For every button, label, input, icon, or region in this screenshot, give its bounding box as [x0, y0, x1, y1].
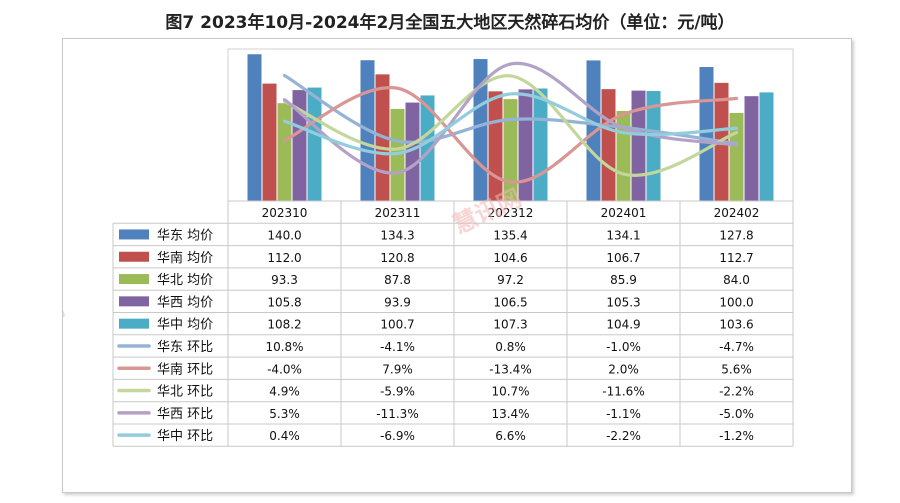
table-cell: -5.9%	[380, 385, 415, 399]
table-cell: 10.8%	[265, 340, 303, 354]
table-cell: 100.0	[719, 295, 753, 309]
bar-1-202312	[473, 59, 488, 201]
table-cell: 4.9%	[269, 385, 300, 399]
legend-label-line-2: 华南 环比	[157, 361, 213, 377]
table-cell: -4.0%	[267, 362, 302, 376]
table-cell: -4.1%	[380, 340, 415, 354]
table-cell: 107.3	[493, 318, 527, 332]
line-series-group	[282, 61, 739, 184]
table-cell: 2.0%	[608, 362, 639, 376]
table-cell: 5.6%	[721, 362, 752, 376]
legend-label-line-5: 华中 环比	[157, 429, 213, 444]
table-cell: 127.8	[719, 228, 753, 242]
table-cell: 104.9	[606, 318, 640, 332]
bar-2-202312	[488, 91, 503, 201]
bar-2-202310	[262, 83, 277, 201]
table-cell: -4.7%	[719, 340, 754, 354]
table-cell: -11.6%	[602, 385, 644, 399]
bar-3-202310	[277, 103, 292, 201]
table-cell: 6.6%	[495, 429, 526, 443]
legend-label-bar-4: 华西 均价	[157, 295, 213, 310]
table-cell: -13.4%	[489, 362, 531, 376]
table-cell: 106.7	[606, 251, 640, 265]
legend-swatch-bar-3	[119, 274, 149, 285]
bar-3-202402	[729, 112, 744, 201]
bar-2-202401	[601, 89, 616, 201]
legend-swatch-bar-4	[119, 296, 149, 307]
table-cell: 104.6	[493, 251, 527, 265]
bar-3-202311	[390, 108, 405, 201]
bar-4-202310	[292, 90, 307, 201]
bar-3-202312	[503, 99, 518, 201]
table-cell: 112.0	[267, 251, 301, 265]
category-label-202311: 202311	[375, 206, 421, 220]
legend-swatch-bar-5	[119, 318, 149, 329]
line-series-2	[282, 86, 739, 184]
category-label-202310: 202310	[262, 206, 308, 220]
category-label-202402: 202402	[714, 206, 760, 220]
table-cell: 103.6	[719, 318, 753, 332]
table-cell: -2.2%	[606, 429, 641, 443]
table-cell: 10.7%	[491, 385, 529, 399]
legend-label-bar-5: 华中 均价	[157, 318, 213, 333]
table-cell: 0.8%	[495, 340, 526, 354]
table-cell: 84.0	[723, 273, 750, 287]
legend-swatch-bar-2	[119, 251, 149, 262]
table-cell: -5.0%	[719, 407, 754, 421]
table-cell: 106.5	[493, 295, 527, 309]
bar-1-202310	[247, 54, 262, 201]
bar-1-202402	[699, 67, 714, 202]
data-table: 202310 202311 202312 202401 202402 华东 均价 140.0…	[112, 200, 794, 447]
table-cell: 0.4%	[269, 429, 300, 443]
chart-svg: 202310 202311 202312 202401 202402 华东 均价 140.0…	[0, 48, 794, 447]
legend-label-line-4: 华西 环比	[157, 407, 213, 422]
legend-label-line-1: 华东 环比	[157, 340, 213, 355]
table-cell: 105.8	[267, 295, 301, 309]
bar-4-202402	[744, 96, 759, 201]
table-cell: 134.3	[380, 228, 414, 242]
legend-label-bar-3: 华北 均价	[157, 273, 213, 288]
bar-5-202312	[533, 88, 548, 201]
table-cell: 87.8	[384, 273, 411, 287]
legend-label-line-3: 华北 环比	[157, 385, 213, 400]
table-cell: 7.9%	[382, 362, 413, 376]
table-cell: 135.4	[493, 228, 527, 242]
line-series-5	[282, 92, 739, 156]
table-cell: 93.3	[271, 273, 298, 287]
table-cell: -2.2%	[719, 385, 754, 399]
legend-swatch-bar-1	[119, 229, 149, 240]
table-cell: -1.0%	[606, 340, 641, 354]
category-label-202312: 202312	[488, 206, 534, 220]
line-series-1	[282, 73, 739, 146]
chart-panel: 202310 202311 202312 202401 202402 华东 均价 140.0…	[0, 38, 852, 493]
table-cell: 97.2	[497, 273, 524, 287]
bar-4-202312	[518, 89, 533, 201]
table-cell: 93.9	[384, 295, 411, 309]
table-cell: 100.7	[380, 318, 414, 332]
table-cell: 85.9	[610, 273, 637, 287]
chart-title: 图7 2023年10月-2024年2月全国五大地区天然碎石均价（单位：元/吨）	[165, 13, 735, 33]
bar-5-202402	[759, 92, 774, 201]
watermark-left: 慧讯网	[63, 294, 69, 350]
table-cell: 13.4%	[491, 407, 529, 421]
table-cell: -1.2%	[719, 429, 754, 443]
table-cell: 134.1	[606, 228, 640, 242]
legend-label-bar-2: 华南 均价	[157, 250, 213, 266]
table-cell: 108.2	[267, 318, 301, 332]
bar-4-202311	[405, 102, 420, 201]
category-label-202401: 202401	[601, 206, 647, 220]
bar-5-202311	[420, 95, 435, 201]
table-cell: 105.3	[606, 295, 640, 309]
table-cell: 112.7	[719, 251, 753, 265]
table-cell: -11.3%	[376, 407, 418, 421]
legend-label-bar-1: 华东 均价	[157, 228, 213, 243]
table-cell: -1.1%	[606, 407, 641, 421]
line-series-3	[282, 74, 739, 177]
table-cell: -6.9%	[380, 429, 415, 443]
table-cell: 140.0	[267, 228, 301, 242]
table-cell: 120.8	[380, 251, 414, 265]
bar-5-202310	[307, 87, 322, 201]
table-cell: 5.3%	[269, 407, 300, 421]
